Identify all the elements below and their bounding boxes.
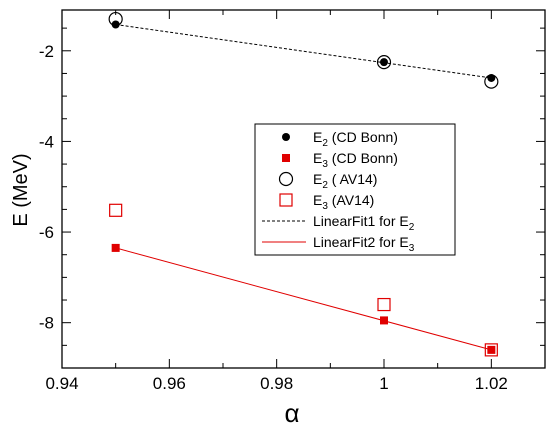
- data-point: [111, 20, 120, 29]
- data-point: [380, 58, 388, 67]
- y-tick-label: -8: [39, 314, 54, 333]
- data-point: [108, 11, 123, 27]
- legend-entry-label: E2 (CD Bonn): [313, 129, 398, 149]
- legend-entry-label: LinearFit1 for E2: [313, 213, 415, 233]
- legend-marker: [282, 133, 290, 141]
- tick-labels: 0.94 0.96 0.98 1 1.02 -8 -6 -4 -2: [39, 42, 508, 393]
- data-point: [109, 203, 123, 217]
- legend-entry-rest: (CD Bonn): [328, 129, 398, 145]
- x-tick-label: 1: [379, 374, 388, 393]
- x-tick-label: 1.02: [475, 374, 508, 393]
- legend-entry-main: LinearFit2 for E: [313, 234, 409, 250]
- y-tick-label: -4: [39, 132, 54, 151]
- data-point: [487, 345, 496, 354]
- legend-entry-subscript: 2: [322, 180, 328, 191]
- legend-marker: [278, 171, 294, 187]
- legend-entry-main: E: [313, 171, 322, 187]
- fit-line-1: [115, 24, 492, 79]
- legend-entry-label: E3 (AV14): [313, 192, 374, 212]
- x-tick-label: 0.94: [45, 374, 78, 393]
- data-point: [377, 297, 391, 312]
- x-tick-label: 0.98: [260, 374, 293, 393]
- y-tick-label: -2: [39, 42, 54, 61]
- legend: E2 (CD Bonn)E3 (CD Bonn)E2 ( AV14)E3 (AV…: [254, 123, 456, 256]
- legend-entry-subscript: 3: [409, 243, 415, 254]
- legend-entry-rest: ( AV14): [328, 171, 378, 187]
- legend-entry-label: LinearFit2 for E3: [313, 234, 415, 254]
- legend-entry-label: E3 (CD Bonn): [313, 150, 398, 170]
- legend-entry-rest: (CD Bonn): [328, 150, 398, 166]
- data-markers: [108, 11, 499, 357]
- y-tick-label: -6: [39, 223, 54, 242]
- data-point: [484, 343, 498, 357]
- data-point: [111, 243, 120, 252]
- legend-entry-subscript: 2: [409, 222, 415, 233]
- legend-marker: [279, 193, 293, 207]
- legend-entry-main: E: [313, 192, 322, 208]
- data-point: [484, 74, 499, 89]
- legend-entry-subscript: 3: [322, 201, 328, 212]
- fit-lines: [115, 24, 492, 351]
- plot-area-frame: [61, 9, 546, 369]
- legend-entry-rest: (AV14): [328, 192, 374, 208]
- legend-entry-subscript: 2: [322, 138, 328, 149]
- axis-ticks: [61, 10, 546, 369]
- legend-marker: [282, 154, 290, 162]
- legend-entry-label: E2 ( AV14): [313, 171, 377, 191]
- legend-entry-main: E: [313, 129, 322, 145]
- legend-entry-subscript: 3: [322, 159, 328, 170]
- data-point: [380, 316, 388, 325]
- x-tick-label: 0.96: [153, 374, 186, 393]
- legend-box: [254, 123, 456, 256]
- legend-entry-main: LinearFit1 for E: [313, 213, 409, 229]
- y-axis-title: E (MeV): [10, 153, 32, 226]
- legend-entry-main: E: [313, 150, 322, 166]
- fit-line-2: [115, 247, 492, 351]
- data-point: [376, 55, 392, 70]
- x-axis-title: α: [284, 398, 299, 428]
